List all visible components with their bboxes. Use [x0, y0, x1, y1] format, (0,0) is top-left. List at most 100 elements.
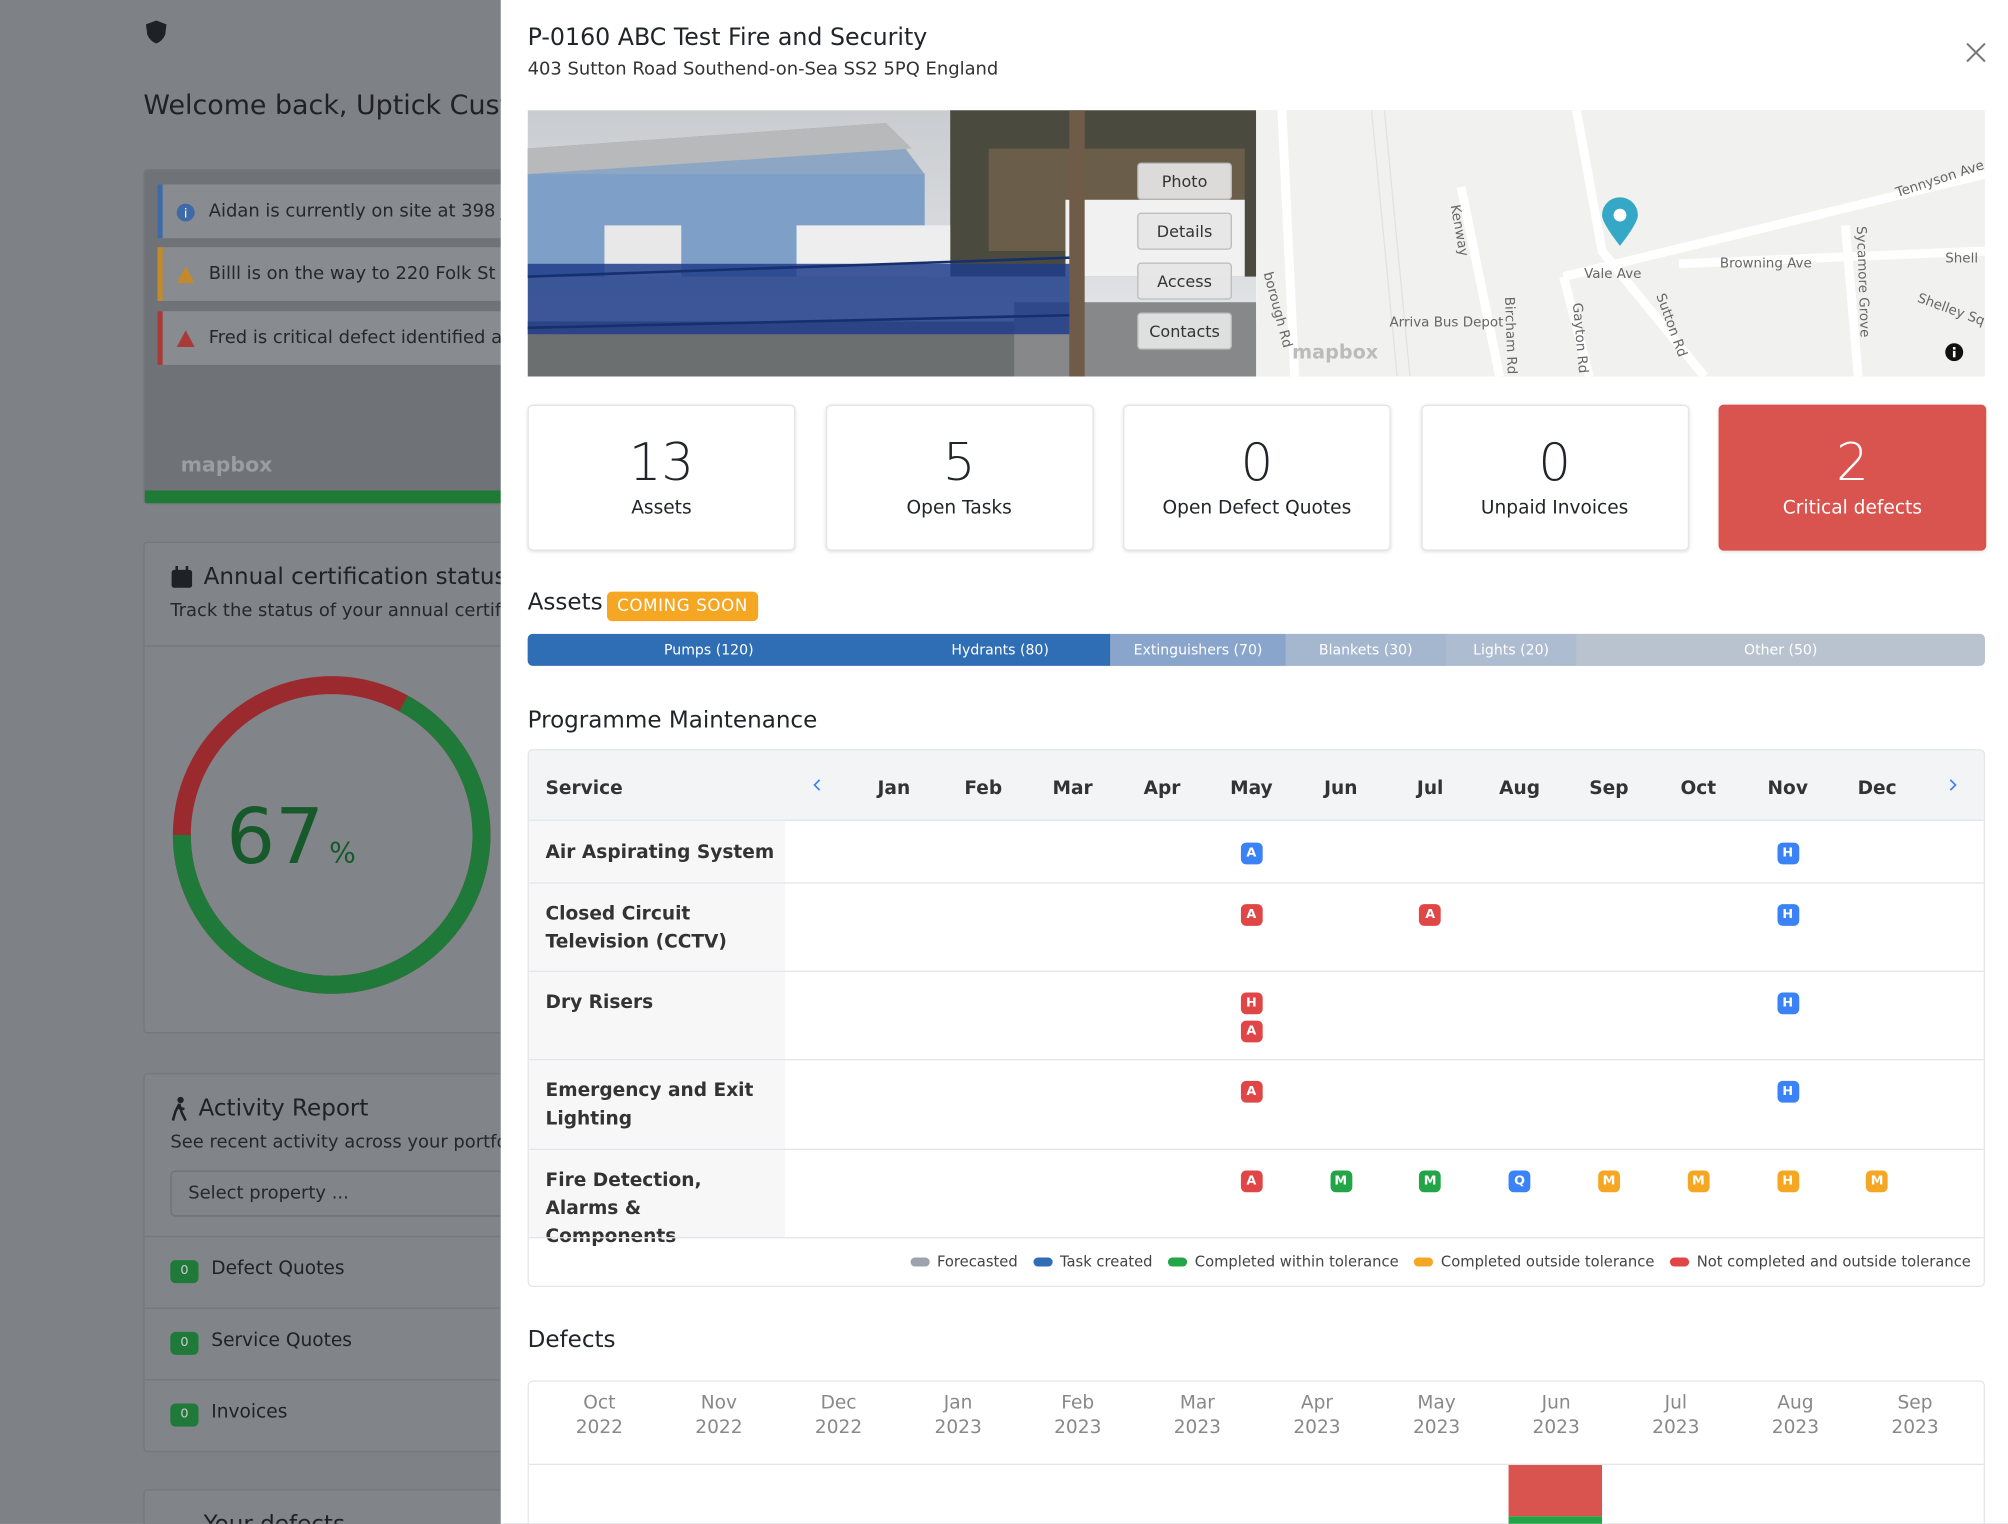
divider — [144, 1307, 529, 1309]
select-property[interactable]: Select property ... — [170, 1170, 529, 1217]
legend-swatch — [1414, 1256, 1434, 1266]
row-line — [528, 1148, 1984, 1150]
defect-month: Mar — [1179, 1393, 1215, 1414]
defect-bar — [1508, 1516, 1603, 1524]
legend-label: Completed within tolerance — [1194, 1252, 1399, 1271]
legend-label: Completed outside tolerance — [1440, 1252, 1655, 1271]
defects-card: Your defects — [143, 1489, 531, 1524]
legend-label: Forecasted — [936, 1252, 1018, 1271]
asset-segment: Lights (20) — [1445, 633, 1577, 666]
row-line — [528, 1237, 1984, 1239]
activity-label: Defect Quotes — [211, 1258, 345, 1280]
legend-item: Completed within tolerance — [1167, 1252, 1399, 1271]
stat-value: 5 — [942, 434, 976, 494]
legend-swatch — [1167, 1256, 1188, 1266]
site-title: P-0160 ABC Test Fire and Security — [527, 24, 928, 52]
defect-month: Dec — [820, 1393, 857, 1414]
month-header: Aug — [1499, 778, 1541, 800]
defect-bar — [1508, 1465, 1603, 1517]
map-info[interactable] — [1944, 342, 1964, 362]
map-logo: mapbox — [180, 452, 273, 477]
stat-value: 2 — [1836, 434, 1869, 494]
divider — [144, 645, 529, 647]
service-name: Closed Circuit Television (CCTV) — [545, 904, 727, 953]
stat-card: 0 Open Defect Quotes — [1123, 404, 1391, 551]
defect-year: 2023 — [1652, 1417, 1700, 1439]
count-badge: 0 — [170, 1403, 199, 1427]
contacts-button[interactable]: Contacts — [1137, 312, 1232, 350]
service-name: Fire Detection, Alarms & Components — [545, 1170, 702, 1248]
defect-year: 2023 — [1293, 1417, 1341, 1439]
table-header — [528, 750, 1984, 821]
legend-label: Not completed and outside tolerance — [1696, 1252, 1971, 1271]
defect-month: Jan — [943, 1393, 973, 1414]
stat-card: 0 Unpaid Invoices — [1420, 404, 1689, 551]
month-header: Jan — [877, 778, 911, 800]
stat-card: 5 Open Tasks — [825, 404, 1094, 551]
defect-year: 2023 — [1054, 1417, 1102, 1439]
legend: Forecasted Task created Completed within t… — [910, 1252, 1971, 1270]
map-label: Shell — [1945, 250, 1979, 267]
status-badge: H — [1776, 1080, 1799, 1103]
defect-year: 2023 — [1532, 1417, 1580, 1439]
defect-month: May — [1417, 1393, 1456, 1414]
map-label: Arriva Bus Depot — [1389, 315, 1504, 331]
stat-card: 2 Critical defects — [1718, 404, 1987, 551]
service-name: Emergency and Exit Lighting — [545, 1080, 754, 1130]
legend-item: Forecasted — [910, 1252, 1018, 1270]
month-header: Nov — [1767, 778, 1808, 800]
stat-label: Open Tasks — [906, 498, 1012, 519]
service-header: Service — [545, 778, 623, 800]
asset-bar: Pumps (120) Hydrants (80) Extinguishers (7… — [527, 633, 1985, 666]
access-button[interactable]: Access — [1137, 262, 1232, 300]
status-badge: M — [1598, 1170, 1620, 1193]
photo-button[interactable]: Photo — [1137, 162, 1232, 200]
defects-title: Defects — [527, 1326, 616, 1354]
status-badge: A — [1240, 842, 1263, 865]
cert-title: Annual certification status — [203, 563, 507, 591]
map-roads — [1277, 110, 1985, 377]
walk-icon — [171, 1096, 187, 1122]
alert: Billl is on the way to 220 Folk St — [157, 247, 529, 301]
status-badge: A — [1419, 904, 1442, 926]
asset-segment: Pumps (120) — [527, 633, 891, 666]
activity-label: Service Quotes — [211, 1330, 352, 1352]
legend-swatch — [910, 1256, 930, 1266]
defect-month: Nov — [700, 1393, 738, 1414]
month-header: Mar — [1052, 778, 1093, 800]
map-pin — [1602, 197, 1638, 246]
defects-table: Oct 2022 Nov 2022 Dec 2022 Jan 2023 Feb 2023 Mar 20… — [527, 1380, 1985, 1524]
divider — [144, 1379, 529, 1381]
status-badge: M — [1687, 1170, 1710, 1193]
asset-segment: Hydrants (80) — [890, 633, 1111, 666]
defect-year: 2023 — [1412, 1417, 1461, 1439]
legend-item: Completed outside tolerance — [1414, 1252, 1654, 1270]
details-button[interactable]: Details — [1137, 212, 1232, 250]
status-badge: A — [1240, 904, 1263, 926]
stat-label: Assets — [631, 498, 692, 519]
legend-item: Task created — [1033, 1252, 1153, 1270]
cert-card: Annual certification status Track the st… — [143, 541, 531, 1034]
next-year[interactable] — [1948, 779, 1958, 792]
calendar-icon — [171, 566, 193, 588]
month-header: Jul — [1416, 778, 1444, 800]
legend-swatch — [1033, 1256, 1053, 1266]
map-logo: mapbox — [1292, 340, 1379, 364]
defect-year: 2023 — [1173, 1417, 1222, 1439]
status-badge: H — [1776, 992, 1799, 1015]
site-panel: P-0160 ABC Test Fire and Security 403 Su… — [500, 0, 2008, 1524]
defect-month: Jun — [1541, 1393, 1571, 1414]
site-map: Tennyson Ave Vale Ave Browning Ave Shell… — [1256, 110, 1985, 377]
row-line — [528, 882, 1984, 884]
close-button[interactable] — [1966, 42, 1986, 63]
defect-year: 2022 — [575, 1417, 623, 1439]
asset-segment: Blankets (30) — [1285, 633, 1446, 666]
legend-swatch — [1669, 1256, 1690, 1266]
month-header: Sep — [1589, 778, 1629, 800]
alert-icons: i — [176, 203, 195, 348]
prev-year[interactable] — [812, 779, 822, 792]
defects-title: Your defects — [204, 1511, 345, 1524]
maintenance-title: Programme Maintenance — [527, 706, 818, 734]
month-header: Apr — [1143, 778, 1181, 800]
status-badge: A — [1240, 1080, 1263, 1103]
